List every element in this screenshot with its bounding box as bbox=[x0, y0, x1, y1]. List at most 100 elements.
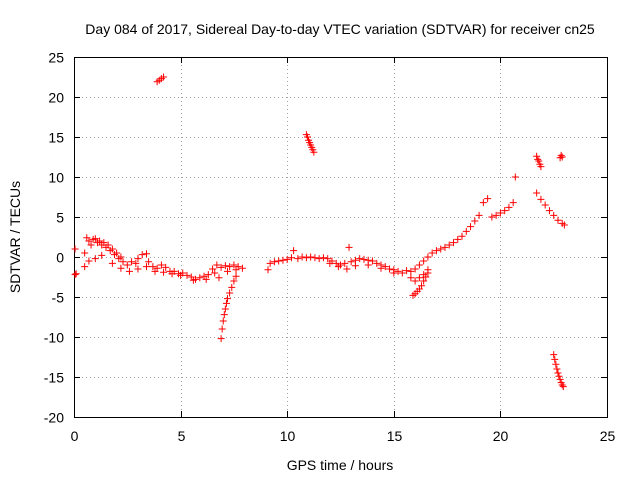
data-point bbox=[81, 249, 89, 257]
data-point bbox=[364, 261, 372, 269]
data-point bbox=[232, 266, 240, 274]
data-point bbox=[420, 257, 428, 265]
data-point bbox=[145, 258, 153, 266]
data-point bbox=[550, 351, 558, 359]
data-point bbox=[204, 271, 212, 279]
data-point bbox=[415, 261, 423, 269]
data-point bbox=[230, 277, 238, 285]
series-segment-15 bbox=[302, 131, 318, 156]
series-main-band bbox=[71, 173, 568, 283]
data-point bbox=[381, 263, 389, 271]
data-point bbox=[160, 268, 168, 276]
data-point bbox=[123, 261, 131, 269]
data-point bbox=[81, 263, 89, 271]
data-point bbox=[441, 243, 449, 251]
data-point bbox=[224, 267, 232, 275]
data-point bbox=[537, 163, 545, 171]
data-point bbox=[559, 383, 567, 391]
series-lower-branch bbox=[81, 251, 432, 285]
data-point bbox=[264, 266, 272, 274]
data-point bbox=[488, 213, 496, 221]
data-point bbox=[162, 263, 170, 271]
data-point bbox=[294, 255, 302, 263]
data-point bbox=[555, 372, 563, 380]
data-point bbox=[311, 254, 319, 262]
data-point bbox=[157, 261, 165, 269]
data-point bbox=[209, 265, 217, 273]
data-point bbox=[100, 239, 108, 247]
data-point bbox=[138, 251, 146, 259]
chart-title: Day 084 of 2017, Sidereal Day-to-day VTE… bbox=[85, 21, 595, 37]
data-point bbox=[85, 257, 93, 265]
data-point bbox=[160, 73, 168, 81]
x-tick-label: 15 bbox=[387, 428, 403, 444]
data-point bbox=[428, 249, 436, 257]
data-point bbox=[398, 269, 406, 277]
y-tick-label: -5 bbox=[52, 290, 65, 306]
data-point bbox=[390, 269, 398, 277]
data-point bbox=[226, 263, 234, 271]
data-point bbox=[537, 195, 545, 203]
data-point bbox=[411, 277, 419, 285]
data-point bbox=[189, 276, 197, 284]
data-point bbox=[91, 235, 99, 243]
data-point bbox=[511, 173, 519, 181]
y-tick-label: -20 bbox=[44, 410, 64, 426]
data-point bbox=[377, 264, 385, 272]
data-point bbox=[98, 251, 106, 259]
data-point bbox=[168, 270, 176, 278]
data-point bbox=[266, 259, 274, 267]
data-point bbox=[298, 253, 306, 261]
data-point bbox=[319, 254, 327, 262]
data-point bbox=[315, 255, 323, 263]
data-point bbox=[386, 265, 394, 273]
data-point bbox=[217, 263, 225, 271]
data-point bbox=[221, 305, 229, 313]
data-point bbox=[545, 207, 553, 215]
data-point bbox=[149, 263, 157, 271]
data-point bbox=[134, 265, 142, 273]
data-point bbox=[467, 223, 475, 231]
data-point bbox=[458, 232, 466, 240]
data-point bbox=[334, 263, 342, 271]
data-point bbox=[71, 271, 79, 279]
x-tick-label: 0 bbox=[71, 428, 79, 444]
axis-ticks: 0 5 10 15 20 25 -20 -15 -10 -5 0 5 10 15 20 25 bbox=[44, 50, 616, 445]
data-point bbox=[533, 189, 541, 197]
data-point bbox=[551, 355, 559, 363]
data-point bbox=[479, 199, 487, 207]
data-point bbox=[221, 262, 229, 270]
data-point bbox=[432, 247, 440, 255]
data-point bbox=[553, 365, 561, 373]
y-tick-label: 15 bbox=[48, 130, 64, 146]
data-point bbox=[454, 235, 462, 243]
data-point bbox=[151, 267, 159, 275]
data-point bbox=[556, 375, 564, 383]
data-point bbox=[484, 195, 492, 203]
data-point bbox=[554, 216, 562, 224]
data-point bbox=[324, 255, 332, 263]
data-point bbox=[368, 257, 376, 265]
data-point bbox=[91, 255, 99, 263]
series-dip-near-7h bbox=[217, 272, 240, 343]
data-point bbox=[341, 259, 349, 267]
data-point bbox=[550, 211, 558, 219]
data-point bbox=[72, 270, 80, 278]
data-point bbox=[290, 247, 298, 255]
data-point bbox=[560, 221, 568, 229]
data-point bbox=[222, 299, 230, 307]
data-point bbox=[132, 259, 140, 267]
data-point bbox=[326, 259, 334, 267]
data-point bbox=[117, 264, 125, 272]
data-point bbox=[119, 258, 127, 266]
data-point bbox=[213, 261, 221, 269]
series-segment-12 bbox=[533, 151, 566, 171]
data-point bbox=[403, 267, 411, 275]
data-point bbox=[373, 259, 381, 267]
data-point bbox=[108, 245, 116, 253]
data-point bbox=[552, 360, 560, 368]
data-point bbox=[202, 275, 210, 283]
x-tick-label: 5 bbox=[178, 428, 186, 444]
data-point bbox=[307, 253, 315, 261]
data-point bbox=[475, 211, 483, 219]
